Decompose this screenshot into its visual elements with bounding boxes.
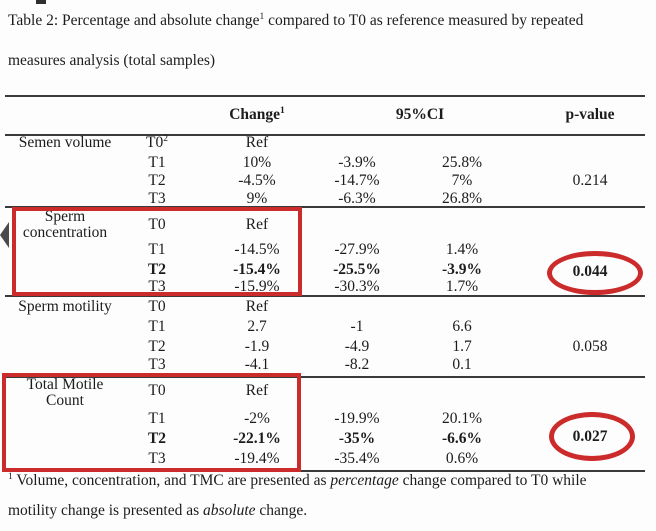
artifact-mark xyxy=(36,0,46,4)
table-caption-line1: Table 2: Percentage and absolute change1… xyxy=(8,12,583,30)
ci-high-cell: 1.7 xyxy=(452,338,472,355)
highlight-box-sperm-concentration xyxy=(12,207,302,296)
p-value-cell: 0.214 xyxy=(572,172,608,189)
section-rule-1 xyxy=(5,206,645,208)
section-rule-2 xyxy=(5,295,645,297)
ci-high-cell: 0.1 xyxy=(452,356,472,373)
change-cell: -4.1 xyxy=(244,356,270,373)
highlight-circle-p-0044 xyxy=(547,251,643,295)
period-cell: T1 xyxy=(148,410,166,427)
period-cell: T02 xyxy=(146,133,168,151)
change-cell: Ref xyxy=(245,216,269,233)
caption-text-cont: compared to T0 as reference measured by … xyxy=(264,12,584,29)
period-cell: T0 xyxy=(148,216,166,233)
period-cell: T1 xyxy=(148,318,166,335)
header-change-superscript: 1 xyxy=(280,105,285,116)
period-superscript: 2 xyxy=(163,133,168,144)
period-cell: T2 xyxy=(147,430,167,447)
ci-low-cell: -35.4% xyxy=(334,450,380,467)
left-edge-arrow-marker xyxy=(0,222,9,248)
period-cell: T3 xyxy=(148,190,166,207)
param-label-line2: Count xyxy=(46,392,84,409)
param-label: Total Motile Count xyxy=(0,377,130,409)
change-cell: -19.4% xyxy=(234,450,280,467)
param-label: Sperm motility xyxy=(18,298,112,315)
ci-high-cell: 0.6% xyxy=(445,450,479,467)
table-top-rule xyxy=(5,95,645,97)
change-cell: Ref xyxy=(245,298,269,315)
caption-text-line2: measures analysis (total samples) xyxy=(8,52,216,69)
change-cell: Ref xyxy=(245,382,269,399)
ci-low-cell: -6.3% xyxy=(338,190,376,207)
change-cell: -15.9% xyxy=(234,278,280,295)
ci-high-cell: 1.7% xyxy=(445,278,479,295)
change-cell: -15.4% xyxy=(233,261,281,278)
ci-low-cell: -3.9% xyxy=(338,154,376,171)
ci-high-cell: 6.6 xyxy=(452,318,472,335)
period-cell: T3 xyxy=(148,278,166,295)
highlight-box-total-motile-count xyxy=(2,373,301,472)
ci-low-cell: -27.9% xyxy=(334,241,380,258)
change-cell: 9% xyxy=(246,190,268,207)
change-cell: 2.7 xyxy=(247,318,267,335)
table-caption-line2: measures analysis (total samples) xyxy=(8,52,215,70)
caption-superscript: 1 xyxy=(259,11,265,22)
caption-text: Table 2: Percentage and absolute change xyxy=(8,12,260,29)
footnote-line1: 1 Volume, concentration, and TMC are pre… xyxy=(8,472,587,490)
ci-high-cell: -3.9% xyxy=(441,261,483,278)
footnote-text-cont: change. xyxy=(255,502,308,519)
change-cell: -14.5% xyxy=(234,241,280,258)
change-cell: Ref xyxy=(245,134,269,151)
param-label-line2: concentration xyxy=(22,224,108,241)
param-label: Sperm concentration xyxy=(0,209,130,241)
ci-high-cell: 7% xyxy=(451,172,473,189)
change-cell: -2% xyxy=(244,410,270,427)
footnote-text: motility change is presented as xyxy=(8,502,203,519)
ci-low-cell: -35% xyxy=(338,430,376,447)
ci-low-cell: -30.3% xyxy=(334,278,380,295)
ci-low-cell: -1 xyxy=(350,318,364,335)
footnote-italic-word: percentage xyxy=(330,472,399,489)
footnote-text: Volume, concentration, and TMC are prese… xyxy=(12,472,331,489)
header-pvalue: p-value xyxy=(565,106,615,123)
section-rule-3 xyxy=(5,376,645,378)
change-cell: 10% xyxy=(242,154,272,171)
highlight-circle-p-0027 xyxy=(549,412,635,461)
change-cell: -4.5% xyxy=(238,172,276,189)
period-cell: T1 xyxy=(148,154,166,171)
change-cell: -22.1% xyxy=(233,430,281,447)
ci-low-cell: -19.9% xyxy=(334,410,380,427)
table-bottom-rule xyxy=(5,470,645,472)
footnote-text-cont: change compared to T0 while xyxy=(398,472,587,489)
p-value-cell: 0.058 xyxy=(572,338,608,355)
header-rule xyxy=(5,134,645,136)
period-cell: T3 xyxy=(148,450,166,467)
period-cell: T0 xyxy=(148,298,166,315)
param-label-line1: Total Motile xyxy=(26,376,104,393)
ci-high-cell: -6.6% xyxy=(441,430,483,447)
ci-low-cell: -14.7% xyxy=(334,172,380,189)
param-label-line1: Sperm xyxy=(44,208,86,225)
period-cell: T2 xyxy=(148,172,166,189)
ci-high-cell: 20.1% xyxy=(441,410,483,427)
period-cell: T2 xyxy=(147,261,167,278)
period-cell: T1 xyxy=(148,241,166,258)
footnote-line2: motility change is presented as absolute… xyxy=(8,502,307,520)
footnote-italic-word: absolute xyxy=(203,502,256,519)
header-change: Change1 xyxy=(229,105,285,123)
param-label: Semen volume xyxy=(18,134,112,151)
footnote-superscript: 1 xyxy=(8,471,13,482)
ci-high-cell: 26.8% xyxy=(441,190,483,207)
ci-high-cell: 25.8% xyxy=(441,154,483,171)
header-ci: 95%CI xyxy=(395,106,445,123)
ci-low-cell: -25.5% xyxy=(333,261,381,278)
ci-low-cell: -8.2 xyxy=(344,356,370,373)
period-cell: T0 xyxy=(148,382,166,399)
ci-low-cell: -4.9 xyxy=(344,338,370,355)
period-cell: T3 xyxy=(148,356,166,373)
ci-high-cell: 1.4% xyxy=(445,241,479,258)
period-cell: T2 xyxy=(148,338,166,355)
change-cell: -1.9 xyxy=(244,338,270,355)
